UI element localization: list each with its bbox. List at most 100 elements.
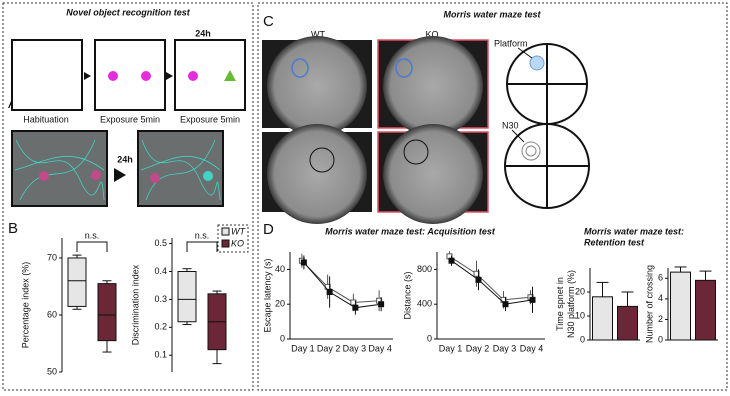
marker [529,296,536,303]
panel-label: C [263,13,274,30]
y-tick-label: 0.4 [154,266,167,276]
arena [94,39,166,111]
x-tick-label: Day 3 [343,343,367,353]
marker [352,304,359,311]
delay-label: 24h [117,154,133,164]
line [301,260,380,303]
legend-swatch [221,239,230,248]
y-tick-label: 6 [658,273,663,283]
panel-title: Retention test [584,237,645,247]
significance-bracket [76,241,108,252]
annotation: n.s. [85,230,100,240]
marker [448,257,455,264]
box [67,257,87,307]
x-tick-label: Day 4 [520,343,544,353]
box [97,283,117,342]
bar [592,296,613,341]
x-tick-label: Day 2 [466,343,490,353]
x-tick-label: Day 1 [439,343,463,353]
y-tick-label: 0 [580,334,585,344]
legend-frame [217,224,249,253]
y-tick-label: 4 [658,293,663,303]
y-tick-label: 50 [47,366,57,376]
bar [695,279,716,341]
tracking-photo [11,130,108,207]
y-tick-label: 0.3 [154,294,167,304]
panel-label: B [8,220,18,237]
y-tick-label: 0 [658,334,663,344]
legend-swatch [221,227,230,236]
group-label: KO [425,29,438,39]
maze-diagram [504,123,590,209]
y-tick-label: 20 [575,286,585,296]
tracking-photo [137,130,224,207]
y-tick-label: 2 [658,314,663,324]
object [188,71,198,81]
y-tick-label: 0.5 [154,238,167,248]
x-tick-label: Day 1 [291,343,315,353]
bar [670,271,691,341]
maze-photo [377,124,489,224]
maze-photo [262,124,372,224]
diagram-label: Platform [494,38,528,48]
y-tick-label: 0.1 [154,350,167,360]
y-tick-label: 400 [417,299,432,309]
significance-bracket [186,241,218,252]
marker [475,276,482,283]
y-axis-label: Escape latency (s) [262,258,272,332]
delay-label: 24h [195,28,211,38]
panel-title: Morris water maze test: [584,226,684,236]
arrow [166,72,173,80]
y-tick-label: 0 [280,333,285,343]
y-tick-label: 0.2 [154,322,167,332]
stage-label: Exposure 5min [180,114,240,124]
maze-diagram [506,43,588,125]
group-label: WT [311,29,325,39]
panel-title: Novel object recognition test [66,7,191,17]
diagram-label: N30 [502,120,519,130]
panel-title: Morris water maze test: Acquisition test [325,226,496,236]
x-tick-label: Day 3 [493,343,517,353]
line [451,260,533,305]
arrow [114,168,126,182]
x-tick-label: Day 2 [317,343,341,353]
arena [11,39,83,111]
y-tick-label: 40 [275,264,285,274]
box [177,271,197,323]
y-tick-label: 0 [427,333,432,343]
y-axis-label: N30 platform (%) [566,270,576,338]
y-tick-label: 10 [575,310,585,320]
marker [326,289,333,296]
stage-label: Exposure 5min [100,114,160,124]
marker [378,301,385,308]
object [224,70,236,81]
object [141,71,151,81]
panel-frame [2,2,254,391]
arrow [84,72,91,80]
y-axis-label: Number of crossing [644,265,654,343]
line [303,262,382,309]
y-axis-label: Distance (s) [402,271,412,319]
maze-photo [377,36,489,136]
y-axis-label: Percentage index (%) [20,262,30,349]
legend-label: WT [231,226,246,236]
legend-label: KO [231,238,244,248]
panel-label: D [263,221,274,238]
y-tick-label: 20 [275,299,285,309]
bar [617,305,638,341]
y-axis-label: Time spnet in [555,277,565,331]
panel-title: Morris water maze test [443,9,541,19]
arena [174,39,246,111]
marker [300,259,307,266]
y-tick-label: 70 [47,252,57,262]
stage-label: Habituation [23,114,69,124]
marker [502,301,509,308]
y-axis-label: Discrimination index [130,264,140,345]
y-tick-label: 60 [47,309,57,319]
x-tick-label: Day 4 [368,343,392,353]
y-tick-label: 800 [417,264,432,274]
line [449,255,531,301]
annotation: n.s. [195,230,210,240]
object [108,71,118,81]
